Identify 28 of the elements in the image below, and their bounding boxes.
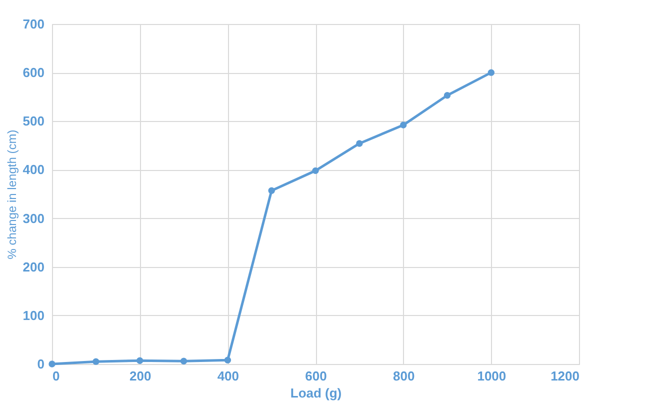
y-tick-label: 100 [22, 308, 44, 323]
point [356, 140, 363, 147]
x-tick-label: 1000 [477, 368, 506, 384]
x-axis-title: Load (g) [290, 386, 342, 400]
point [224, 356, 232, 364]
y-tick-label: 200 [22, 259, 44, 274]
point [312, 167, 319, 174]
y-tick-label: 600 [22, 65, 44, 80]
point [444, 92, 451, 99]
y-tick-label: 400 [22, 162, 44, 178]
y-tick-label: 0 [37, 356, 44, 372]
y-tick-label: 700 [22, 16, 44, 32]
point [400, 122, 407, 128]
x-tick-label: 600 [305, 368, 327, 384]
point [180, 358, 188, 364]
y-tick-label: 300 [22, 210, 44, 226]
y-axis-title: % change in length (cm) [4, 130, 19, 260]
x-tick-label: 800 [392, 368, 415, 384]
x-tick-label: 400 [217, 368, 240, 384]
point [92, 358, 100, 365]
point [268, 187, 275, 194]
x-tick-label: 0 [52, 368, 60, 384]
y-tick-label: 500 [22, 114, 44, 129]
point [48, 360, 56, 368]
point [136, 357, 144, 364]
point [488, 69, 495, 76]
x-tick-label: 200 [129, 368, 152, 384]
x-tick-label: 1200 [550, 368, 580, 384]
